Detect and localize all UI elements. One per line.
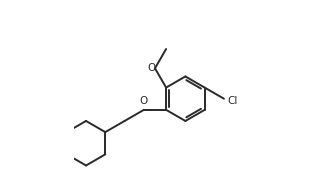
Text: O: O [140,96,148,106]
Text: Cl: Cl [227,96,238,106]
Text: O: O [148,63,156,73]
